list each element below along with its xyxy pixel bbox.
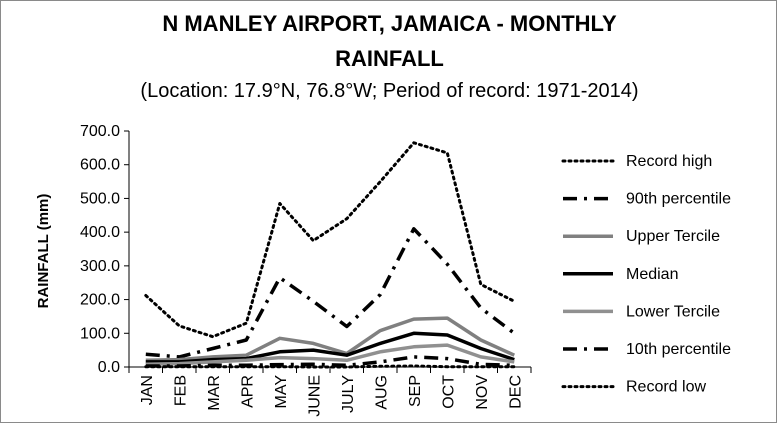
series-line-record-high	[144, 141, 516, 339]
y-tick-label: 500.0	[80, 190, 120, 207]
series-line-upper-tercile	[145, 316, 516, 363]
legend-label: Record high	[626, 153, 712, 170]
chart-subtitle: (Location: 17.9°N, 76.8°W; Period of rec…	[140, 80, 639, 102]
chart-title-line-2: RAINFALL	[335, 46, 444, 71]
legend-label: Upper Tercile	[626, 228, 720, 245]
y-axis-ticks: 0.0 100.0 200.0 300.0 400.0 500.0 600.0 700.0	[80, 123, 129, 376]
y-tick-label: 700.0	[80, 123, 120, 140]
y-tick-label: 600.0	[80, 157, 120, 174]
legend-label: Median	[626, 266, 678, 283]
x-tick-label: JULY	[340, 375, 357, 413]
legend-label: 90th percentile	[626, 191, 731, 208]
x-tick-label: JUNE	[306, 375, 323, 417]
x-tick-label: NOV	[474, 375, 491, 410]
series-lines	[144, 141, 516, 369]
x-axis-ticks: JAN FEB MAR APR MAY JUNE JULY AUG SEP OCT NOV DEC	[128, 367, 532, 417]
x-tick-label: APR	[239, 375, 256, 408]
x-tick-label: OCT	[440, 375, 457, 409]
legend-label: Record low	[626, 379, 706, 396]
x-tick-label: FEB	[172, 375, 189, 406]
series-line-lower-tercile	[145, 343, 515, 367]
x-tick-label: MAR	[206, 375, 223, 411]
chart-legend: Record high 90th percentile Upper Tercile M…	[561, 153, 731, 396]
legend-label: 10th percentile	[626, 341, 731, 358]
y-axis-title: RAINFALL (mm)	[35, 194, 52, 309]
series-line-90th-percentile	[145, 227, 516, 359]
x-tick-label: SEP	[407, 375, 424, 407]
y-tick-label: 200.0	[80, 292, 120, 309]
y-tick-label: 300.0	[80, 258, 120, 275]
y-tick-label: 400.0	[80, 224, 120, 241]
x-tick-label: MAY	[273, 375, 290, 409]
y-tick-label: 100.0	[80, 325, 120, 342]
x-tick-label: AUG	[373, 375, 390, 410]
chart-title-line-1: N MANLEY AIRPORT, JAMAICA - MONTHLY	[162, 11, 617, 36]
series-line-median	[145, 331, 515, 364]
x-tick-label: DEC	[507, 375, 524, 409]
x-tick-label: JAN	[139, 375, 156, 405]
series-line-record-low	[144, 364, 516, 369]
y-tick-label: 0.0	[98, 359, 120, 376]
legend-label: Lower Tercile	[626, 303, 720, 320]
